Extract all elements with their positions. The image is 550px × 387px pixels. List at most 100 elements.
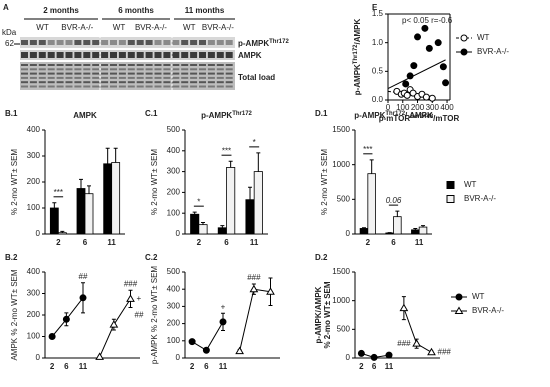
- y-tick-label: 300: [167, 302, 181, 311]
- load-band: [110, 68, 117, 70]
- load-band: [181, 81, 188, 83]
- load-band: [128, 81, 135, 83]
- bar: [360, 228, 368, 234]
- load-band: [190, 86, 197, 88]
- y-axis-label: p-AMPK/AMPK: [314, 286, 323, 343]
- load-band: [101, 73, 108, 75]
- load-band: [48, 68, 55, 70]
- load-band: [30, 86, 37, 88]
- load-band: [110, 77, 117, 79]
- load-band: [146, 81, 153, 83]
- load-band: [226, 77, 233, 79]
- blot-band: [181, 52, 188, 58]
- panel-label: C.2: [145, 253, 158, 262]
- load-band: [30, 73, 37, 75]
- significance-label: ##: [135, 311, 144, 320]
- load-band: [83, 64, 90, 66]
- legend-label: BVR-A-/-: [472, 306, 504, 315]
- y-tick-label: 1.0: [372, 38, 384, 47]
- y-tick-label: 1000: [332, 296, 350, 305]
- load-band: [119, 73, 126, 75]
- significance-label: 0.06: [386, 196, 402, 205]
- load-band: [146, 73, 153, 75]
- load-band: [74, 77, 81, 79]
- load-band: [39, 81, 46, 83]
- point: [203, 347, 209, 353]
- y-tick-label: 300: [167, 167, 181, 176]
- load-band: [21, 64, 28, 66]
- y-tick-label: 1.5: [372, 9, 384, 18]
- load-band: [21, 81, 28, 83]
- load-band: [83, 73, 90, 75]
- load-band: [74, 86, 81, 88]
- chart-title-part: / AMPK: [405, 111, 433, 120]
- significance-label: ***: [54, 188, 63, 197]
- load-band: [172, 73, 179, 75]
- y-axis-label: % 2-mo WT± SEM: [10, 149, 19, 216]
- point: [440, 64, 446, 70]
- genotype-label: WT: [113, 23, 126, 32]
- load-band: [48, 64, 55, 66]
- load-band: [83, 68, 90, 70]
- significance-label: ***: [363, 145, 372, 154]
- blot-band: [128, 52, 135, 58]
- load-band: [181, 77, 188, 79]
- blot-band: [74, 40, 81, 45]
- point: [407, 73, 413, 79]
- load-band: [101, 86, 108, 88]
- load-band: [137, 81, 144, 83]
- load-band: [172, 81, 179, 83]
- point: [435, 40, 441, 46]
- blot-band: [172, 52, 179, 58]
- blot-band: [48, 40, 55, 45]
- panel-label: B.1: [5, 109, 18, 118]
- y-axis-label: % 2-mo WT± SEM: [320, 149, 329, 216]
- load-band: [21, 68, 28, 70]
- load-band: [101, 68, 108, 70]
- y-tick-label: 1500: [332, 125, 350, 134]
- load-band: [48, 77, 55, 79]
- load-band: [181, 86, 188, 88]
- blot-band: [21, 52, 28, 58]
- y-axis-label: % 2-mo WT± SEM: [323, 281, 332, 348]
- legend-label: WT: [472, 292, 485, 301]
- load-band: [128, 68, 135, 70]
- y-tick-label: 500: [167, 125, 181, 134]
- chart-title-part: Thr172: [385, 111, 405, 117]
- load-band: [217, 81, 224, 83]
- bar: [419, 227, 427, 234]
- y-tick-label: 500: [167, 267, 181, 276]
- load-band: [92, 64, 99, 66]
- load-band: [181, 73, 188, 75]
- blot-band: [190, 52, 197, 58]
- bar: [50, 208, 58, 234]
- y-axis-label-part: Thr172: [353, 44, 359, 64]
- load-band: [83, 86, 90, 88]
- load-band: [199, 86, 206, 88]
- load-band: [155, 77, 162, 79]
- load-band: [217, 64, 224, 66]
- y-tick-label: 0.0: [372, 95, 384, 104]
- blot-row-label-part: Thr172: [269, 39, 289, 45]
- point: [429, 95, 435, 101]
- y-axis-label: % 2-mo WT± SEM: [150, 149, 159, 216]
- chart-title-part: p-AMPK: [354, 111, 385, 120]
- blot-band: [48, 52, 55, 58]
- load-band: [110, 86, 117, 88]
- blot-band: [21, 40, 28, 45]
- legend-label: BVR-A-/-: [464, 194, 496, 203]
- chart-title-part: p-AMPK: [201, 111, 232, 120]
- blot-band: [155, 52, 162, 58]
- blot-band: [110, 40, 117, 45]
- load-band: [226, 68, 233, 70]
- blot-band: [57, 40, 64, 45]
- point: [404, 92, 410, 98]
- blot-row-label: AMPK: [238, 51, 262, 60]
- x-tick-label: 11: [385, 362, 394, 371]
- load-band: [137, 73, 144, 75]
- blot-band: [199, 40, 206, 45]
- load-band: [208, 73, 215, 75]
- point: [220, 319, 226, 325]
- point: [423, 94, 429, 100]
- x-tick-label: 11: [415, 238, 424, 247]
